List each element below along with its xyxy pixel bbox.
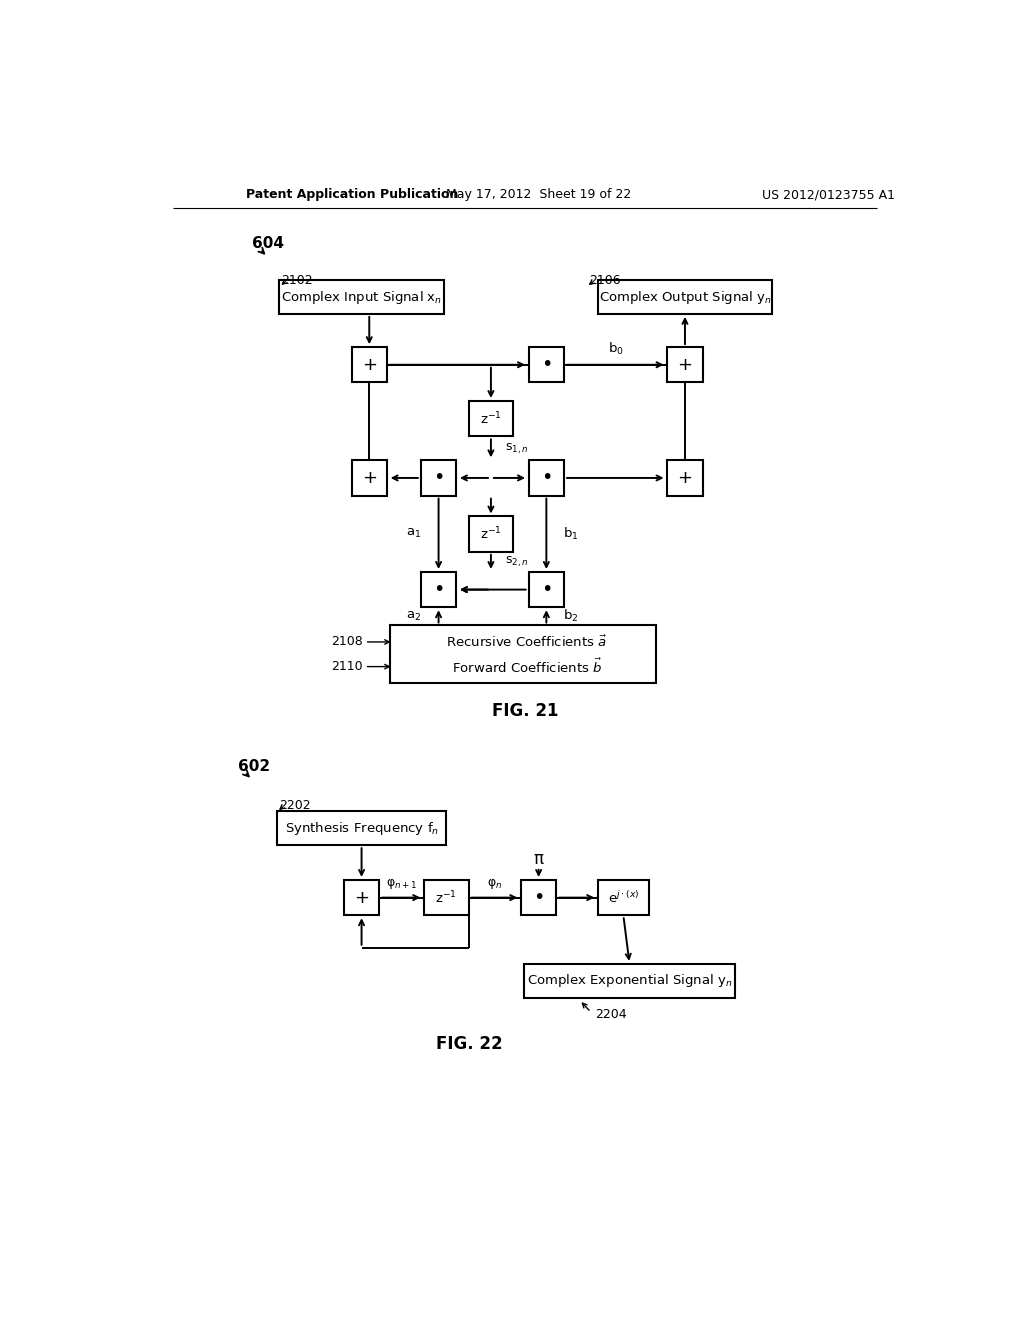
Text: +: + [678,356,692,374]
Text: 2202: 2202 [280,799,311,812]
Text: π: π [534,850,544,869]
Text: Forward Coefficients $\vec{b}$: Forward Coefficients $\vec{b}$ [452,657,602,676]
Bar [469,401,513,437]
Text: +: + [361,356,377,374]
Text: 2108: 2108 [332,635,364,648]
Text: •: • [541,469,552,487]
Text: Patent Application Publication: Patent Application Publication [246,187,459,201]
Text: •: • [541,355,552,375]
Text: FIG. 22: FIG. 22 [436,1035,503,1053]
Text: Complex Exponential Signal y$_n$: Complex Exponential Signal y$_n$ [527,973,732,989]
Bar [668,461,702,495]
Text: 2204: 2204 [595,1008,627,1022]
Text: •: • [433,579,444,599]
Bar [344,880,379,915]
Bar [351,461,387,495]
Text: z$^{-1}$: z$^{-1}$ [480,525,502,543]
Text: s$_{1,n}$: s$_{1,n}$ [505,441,528,455]
Text: Synthesis Frequency f$_n$: Synthesis Frequency f$_n$ [285,820,438,837]
Bar [598,880,649,915]
Text: a$_2$: a$_2$ [407,610,422,623]
Text: s$_{2,n}$: s$_{2,n}$ [505,554,528,569]
Bar [528,461,564,495]
Text: z$^{-1}$: z$^{-1}$ [480,411,502,426]
Bar [421,572,457,607]
Text: φ$_n$: φ$_n$ [487,876,503,891]
Bar [424,880,469,915]
Text: •: • [541,579,552,599]
Text: 602: 602 [239,759,270,775]
Text: Complex Input Signal x$_n$: Complex Input Signal x$_n$ [281,289,442,305]
Bar [598,280,772,314]
Bar [351,347,387,383]
Text: b$_2$: b$_2$ [563,609,579,624]
Bar [528,347,564,383]
Text: FIG. 21: FIG. 21 [492,702,558,721]
Bar [528,572,564,607]
Text: US 2012/0123755 A1: US 2012/0123755 A1 [762,187,895,201]
Bar [390,626,656,684]
Bar [523,964,735,998]
Text: •: • [532,888,545,907]
Text: 2110: 2110 [332,660,364,673]
Text: z$^{-1}$: z$^{-1}$ [435,890,457,906]
Text: 2106: 2106 [590,273,622,286]
Text: e$^{j\cdot(x)}$: e$^{j\cdot(x)}$ [607,890,639,906]
Text: May 17, 2012  Sheet 19 of 22: May 17, 2012 Sheet 19 of 22 [446,187,632,201]
Bar [279,280,444,314]
Bar [521,880,556,915]
Text: +: + [678,469,692,487]
Text: a$_1$: a$_1$ [407,527,422,540]
Text: φ$_{n+1}$: φ$_{n+1}$ [386,876,418,891]
Bar [276,812,446,845]
Text: b$_1$: b$_1$ [563,525,579,541]
Text: +: + [354,888,369,907]
Text: b$_0$: b$_0$ [608,342,624,358]
Text: +: + [361,469,377,487]
Text: 604: 604 [252,235,285,251]
Text: 2102: 2102 [282,273,313,286]
Bar [469,516,513,552]
Text: Recursive Coefficients $\vec{a}$: Recursive Coefficients $\vec{a}$ [446,635,608,649]
Bar [668,347,702,383]
Bar [421,461,457,495]
Text: Complex Output Signal y$_n$: Complex Output Signal y$_n$ [598,289,771,305]
Text: •: • [433,469,444,487]
